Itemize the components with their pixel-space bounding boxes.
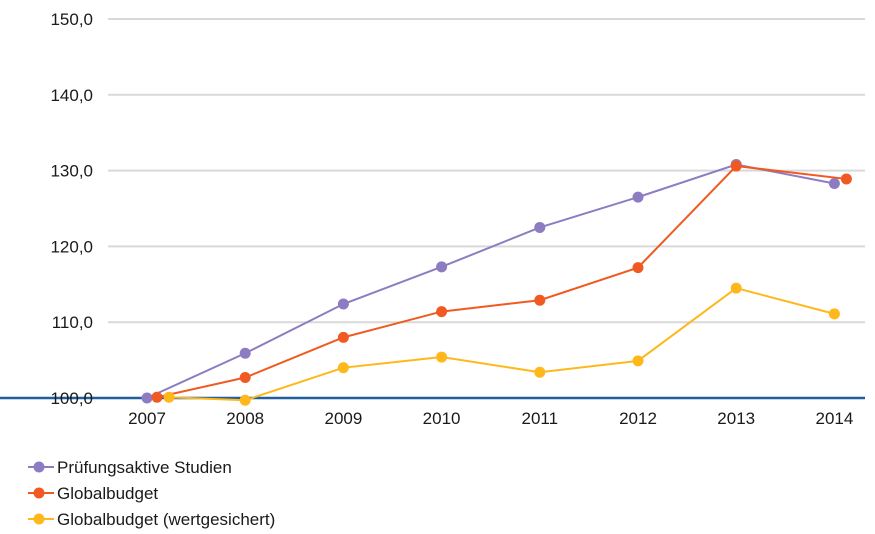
- x-tick-label: 2010: [423, 409, 461, 428]
- y-tick-label: 120,0: [50, 237, 93, 256]
- x-tick-label: 2013: [717, 409, 755, 428]
- data-point: [436, 306, 448, 318]
- data-point: [141, 392, 153, 404]
- data-point: [239, 394, 251, 406]
- legend-item: Globalbudget (wertgesichert): [28, 510, 275, 529]
- data-point: [828, 308, 840, 320]
- series-1: [141, 159, 840, 404]
- data-point: [337, 362, 349, 374]
- y-tick-label: 150,0: [50, 10, 93, 29]
- data-point: [534, 221, 546, 233]
- data-point: [151, 391, 163, 403]
- data-point: [239, 372, 251, 384]
- legend-item: Globalbudget: [28, 484, 158, 503]
- legend-marker: [33, 487, 45, 499]
- series-2: [151, 160, 852, 403]
- gridlines: [0, 18, 865, 400]
- legend: Prüfungsaktive Studien Globalbudget Global…: [28, 458, 275, 529]
- y-tick-label: 140,0: [50, 86, 93, 105]
- legend-marker: [33, 513, 45, 525]
- data-point: [730, 160, 742, 172]
- x-tick-label: 2012: [619, 409, 657, 428]
- y-tick-label: 100,0: [50, 389, 93, 408]
- y-tick-label: 110,0: [52, 313, 93, 332]
- data-point: [828, 177, 840, 189]
- data-point: [337, 298, 349, 310]
- series-line: [156, 165, 847, 399]
- y-tick-label: 130,0: [50, 162, 93, 181]
- x-tick-label: 2008: [226, 409, 264, 428]
- x-tick-label: 2009: [324, 409, 362, 428]
- y-axis-tick-labels: 100,0 110,0 120,0 130,0 140,0 150,0: [50, 10, 93, 408]
- legend-label: Globalbudget: [57, 484, 158, 503]
- data-point: [730, 282, 742, 294]
- legend-label: Prüfungsaktive Studien: [57, 458, 232, 477]
- data-point: [632, 262, 644, 274]
- legend-label: Globalbudget (wertgesichert): [57, 510, 275, 529]
- legend-item: Prüfungsaktive Studien: [28, 458, 232, 477]
- data-point: [436, 261, 448, 273]
- data-point: [163, 391, 175, 403]
- data-point: [534, 366, 546, 378]
- data-point: [632, 191, 644, 203]
- x-tick-label: 2007: [128, 409, 166, 428]
- data-point: [632, 355, 644, 367]
- x-axis-tick-labels: 2007 2008 2009 2010 2011 2012 2013 2014: [128, 409, 853, 428]
- data-point: [534, 294, 546, 306]
- data-point: [840, 173, 852, 185]
- series-lines: [141, 159, 852, 406]
- series-line: [168, 287, 835, 402]
- legend-marker: [33, 461, 45, 473]
- data-point: [337, 331, 349, 343]
- x-tick-label: 2014: [815, 409, 853, 428]
- data-point: [239, 347, 251, 359]
- series-line: [146, 163, 835, 399]
- x-tick-label: 2011: [522, 409, 559, 428]
- data-point: [436, 351, 448, 363]
- series-3: [163, 282, 840, 406]
